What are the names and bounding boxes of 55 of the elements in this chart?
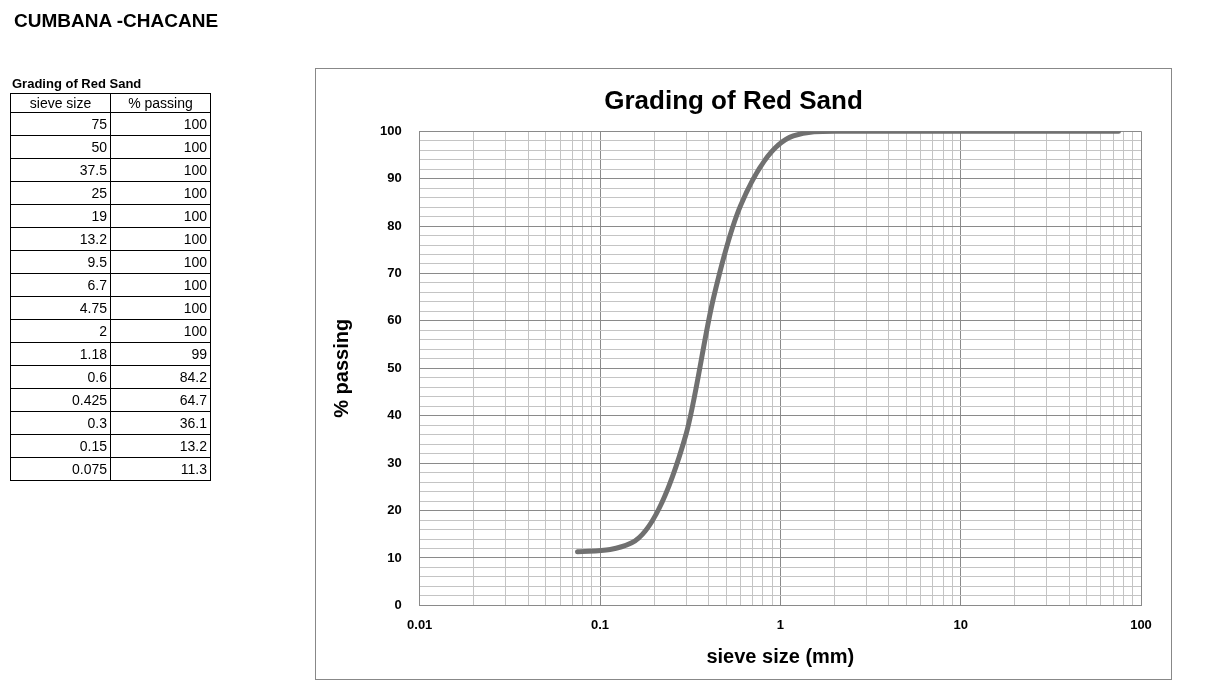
text: 19 [10, 204, 111, 228]
y-tick-label: 90 [387, 170, 402, 186]
text: 0.3 [10, 411, 111, 435]
text: 100 [110, 273, 211, 297]
y-tick-label: 10 [387, 549, 402, 565]
chart-title: Grading of Red Sand [604, 84, 863, 115]
y-tick-label: 50 [387, 359, 402, 375]
text: 4.75 [10, 296, 111, 320]
text: 0.15 [10, 434, 111, 458]
text: 100 [110, 204, 211, 228]
text: 11.3 [110, 457, 211, 481]
text: 9.5 [10, 250, 111, 274]
text: 25 [10, 181, 111, 205]
x-tick-label: 1 [776, 616, 784, 632]
text: 100 [110, 181, 211, 205]
text: 75 [10, 112, 111, 136]
text: 13.2 [110, 434, 211, 458]
text: 100 [110, 250, 211, 274]
text: 0.075 [10, 457, 111, 481]
text: 100 [110, 135, 211, 159]
x-axis-title: sieve size (mm) [706, 644, 855, 667]
text: 100 [110, 296, 211, 320]
text: 100 [110, 227, 211, 251]
x-tick-label: 100 [1130, 616, 1152, 632]
text: CUMBANA -CHACANE [13, 9, 220, 33]
y-tick-label: 80 [387, 217, 402, 233]
y-tick-label: 40 [387, 407, 402, 423]
text: 36.1 [110, 411, 211, 435]
text: 13.2 [10, 227, 111, 251]
text: sieve size [10, 93, 111, 113]
text: % passing [110, 93, 211, 113]
text: 1.18 [10, 342, 111, 366]
y-tick-label: 60 [387, 312, 402, 328]
y-axis-title: % passing [329, 318, 352, 418]
x-tick-label: 0.1 [590, 616, 610, 632]
y-tick-label: 100 [379, 122, 402, 138]
x-tick-label: 10 [953, 616, 968, 632]
text: 6.7 [10, 273, 111, 297]
text: Grading of Red Sand [11, 75, 143, 93]
text: 2 [10, 319, 111, 343]
y-tick-label: 70 [387, 265, 402, 281]
y-tick-label: 30 [387, 454, 402, 470]
y-tick-label: 0 [394, 596, 402, 612]
text: 100 [110, 158, 211, 182]
x-tick-label: 0.01 [407, 616, 433, 632]
text: 64.7 [110, 388, 211, 412]
text: 99 [110, 342, 211, 366]
text: 50 [10, 135, 111, 159]
text: 100 [110, 112, 211, 136]
text: 0.425 [10, 388, 111, 412]
text: 84.2 [110, 365, 211, 389]
text: 37.5 [10, 158, 111, 182]
text: 100 [110, 319, 211, 343]
y-tick-label: 20 [387, 502, 402, 518]
text: 0.6 [10, 365, 111, 389]
